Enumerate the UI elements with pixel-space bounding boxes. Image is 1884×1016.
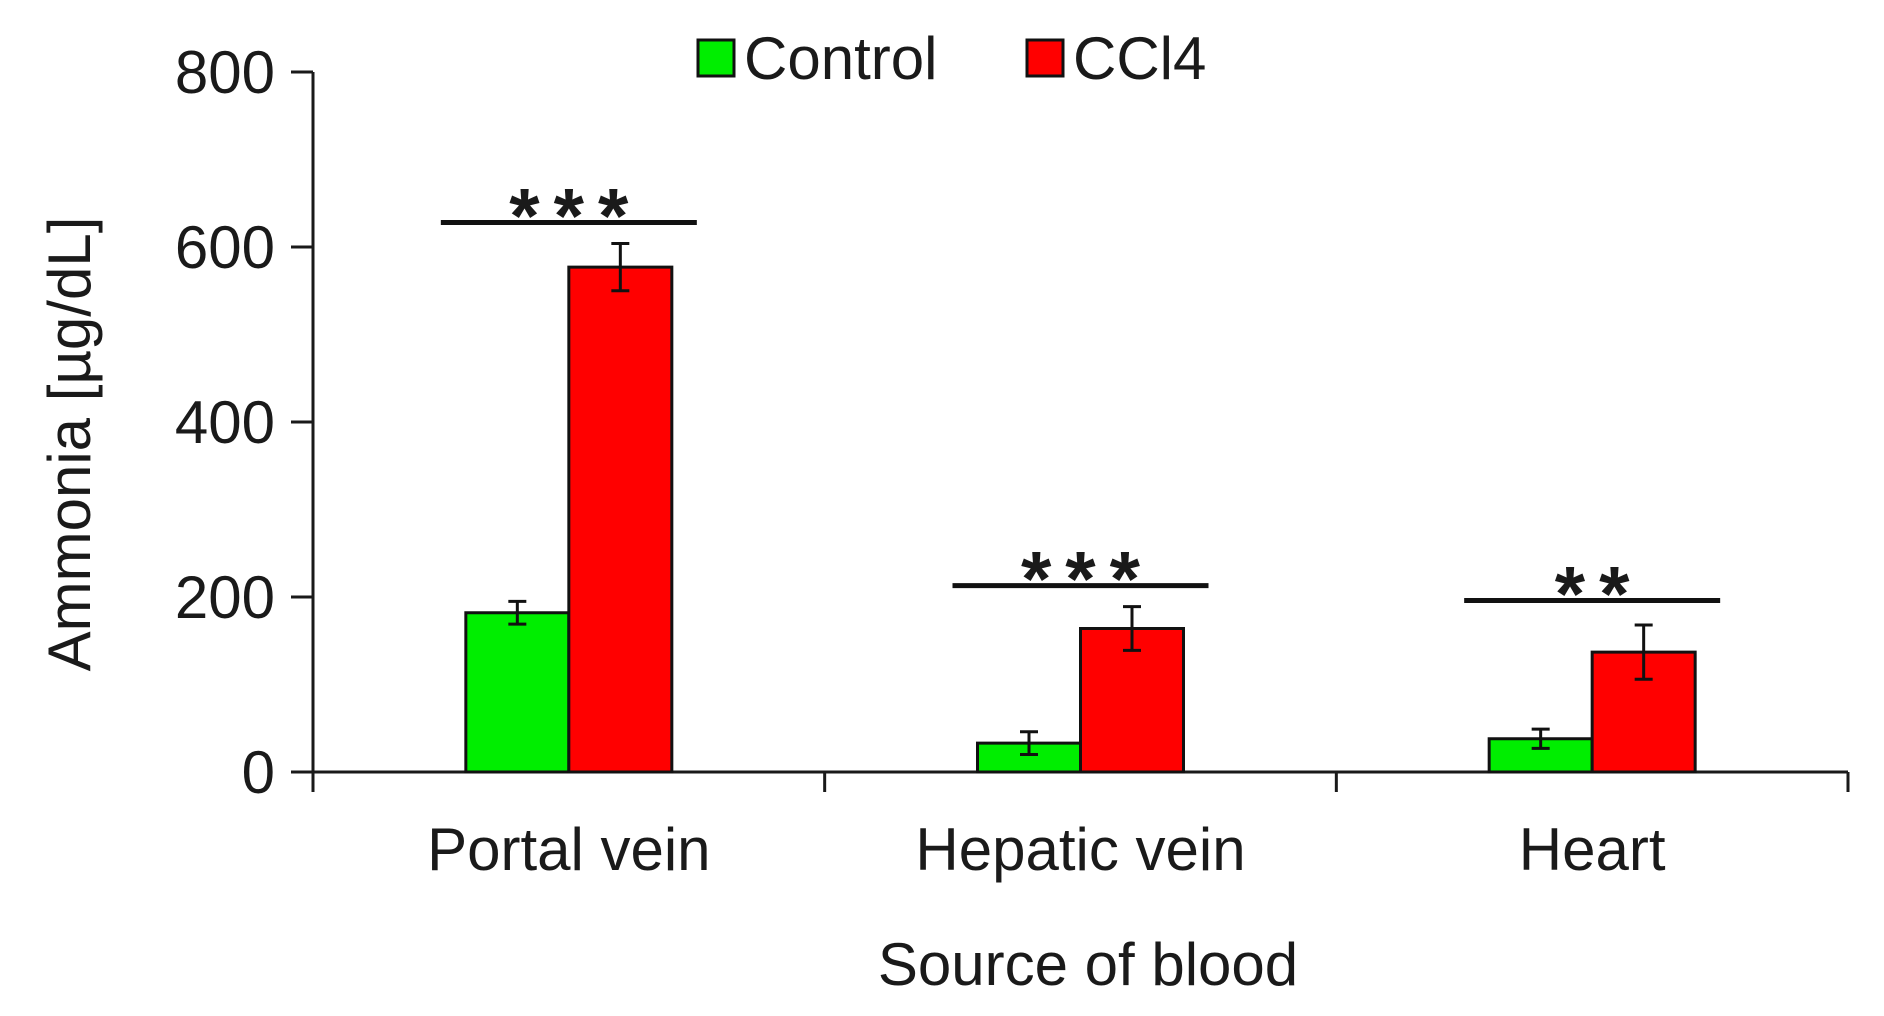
legend-swatch-ccl4: [1025, 38, 1065, 78]
x-tick-label: Heart: [1519, 816, 1666, 883]
error-bars: [508, 242, 1653, 756]
legend-swatch-control: [696, 38, 736, 78]
bar-control-portal-vein: [464, 611, 571, 774]
x-tick-label: Portal vein: [427, 816, 710, 883]
significance-label: ***: [1021, 535, 1154, 623]
significance-label: **: [1555, 550, 1644, 638]
significance-markers: ****** **: [440, 172, 1721, 638]
legend-label-ccl4: CCl4: [1073, 25, 1206, 92]
bar-ccl4-portal-vein: [567, 265, 674, 774]
y-axis: 0 200 400 600 800: [175, 39, 315, 806]
bars: [464, 265, 1697, 774]
y-tick-label: 200: [175, 564, 275, 631]
bar-ccl4-hepatic-vein: [1079, 627, 1185, 774]
significance-label: ***: [509, 172, 642, 260]
y-tick-label: 0: [242, 739, 275, 806]
x-axis: Portal vein Hepatic vein Heart: [311, 770, 1850, 883]
x-axis-title: Source of blood: [878, 931, 1298, 998]
x-tick-label: Hepatic vein: [915, 816, 1245, 883]
legend: Control CCl4: [696, 25, 1206, 92]
y-axis-title: Ammonia [µg/dL]: [36, 217, 103, 672]
y-tick-label: 800: [175, 39, 275, 106]
y-tick-label: 600: [175, 214, 275, 281]
legend-label-control: Control: [744, 25, 937, 92]
y-tick-label: 400: [175, 389, 275, 456]
